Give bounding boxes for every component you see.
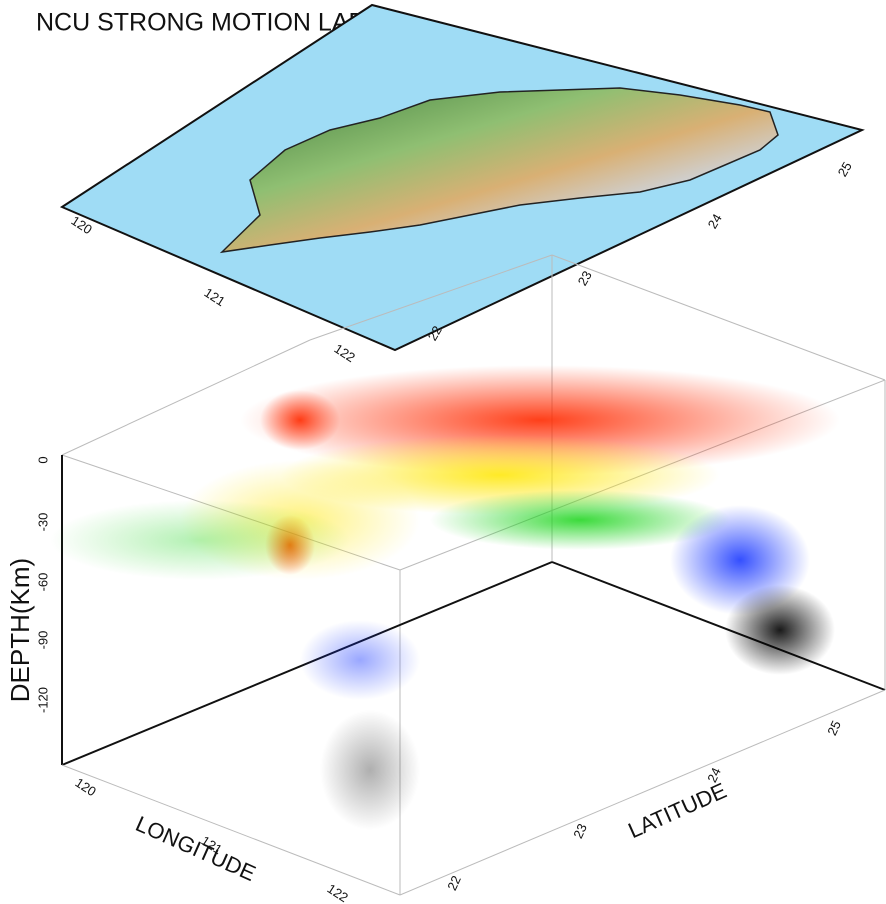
map-lon-tick: 121: [201, 285, 227, 309]
depth-tick: -120: [35, 687, 50, 713]
lat-label: LATITUDE: [624, 778, 730, 843]
depth-tick: -90: [35, 631, 50, 650]
map-lat-tick: 25: [835, 159, 855, 179]
lon-label: LONGITUDE: [132, 811, 259, 886]
lat-tick: 25: [824, 718, 844, 737]
depth-tick: -30: [35, 513, 50, 532]
lat-tick: 22: [444, 873, 464, 892]
title: NCU STRONG MOTION LAB.: [36, 9, 372, 37]
lat-tick: 23: [570, 821, 590, 840]
figure: NCU STRONG MOTION LAB. 120 121 122 22: [0, 0, 886, 904]
seismicity: [50, 365, 840, 830]
map-lon-tick: 122: [331, 341, 357, 365]
lon-tick: 122: [324, 881, 350, 904]
depth-tick: 0: [35, 456, 50, 463]
depth-label: DEPTH(Km): [5, 558, 35, 702]
map-lat-tick: 24: [705, 211, 725, 231]
lon-tick: 120: [72, 775, 98, 799]
map-lat-tick: 23: [575, 268, 595, 288]
depth-tick: -60: [35, 573, 50, 592]
